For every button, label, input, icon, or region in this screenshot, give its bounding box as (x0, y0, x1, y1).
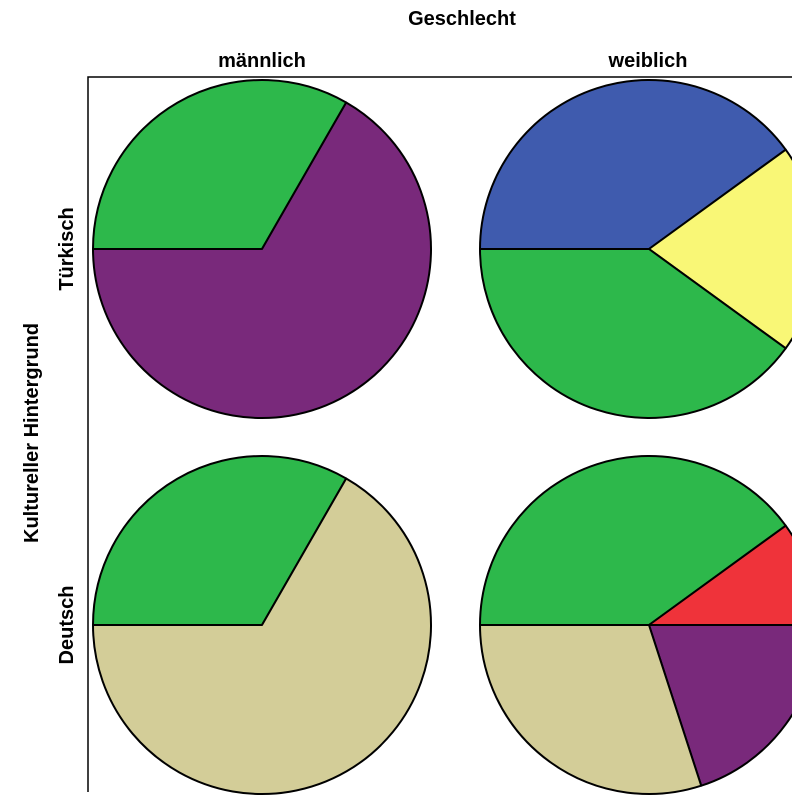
panel-frame (87, 76, 792, 792)
chart-title: Geschlecht (408, 8, 516, 30)
pie-slice-tuerkisch-maennlich-1 (92, 79, 348, 250)
pie-panels (92, 79, 792, 795)
pie-slice-deutsch-weiblich-1 (479, 455, 787, 626)
row-label-tuerkisch: Türkisch (56, 207, 78, 290)
column-label-maennlich: männlich (218, 50, 306, 72)
pie-slice-deutsch-weiblich-2 (648, 524, 792, 626)
pie-slice-tuerkisch-weiblich-3 (479, 248, 787, 419)
pie-slice-tuerkisch-maennlich-2 (92, 101, 432, 419)
pie-slice-tuerkisch-weiblich-2 (648, 148, 792, 350)
pie-slice-deutsch-maennlich-1 (92, 455, 348, 626)
pie-slice-deutsch-weiblich-3 (648, 624, 792, 787)
y-axis-label: Kultureller Hintergrund (21, 323, 43, 543)
pie-slice-deutsch-weiblich-4 (479, 624, 703, 795)
column-label-weiblich: weiblich (608, 50, 688, 72)
pie-slice-deutsch-maennlich-2 (92, 477, 432, 795)
pie-slice-tuerkisch-weiblich-1 (479, 79, 787, 250)
row-label-deutsch: Deutsch (56, 586, 78, 665)
